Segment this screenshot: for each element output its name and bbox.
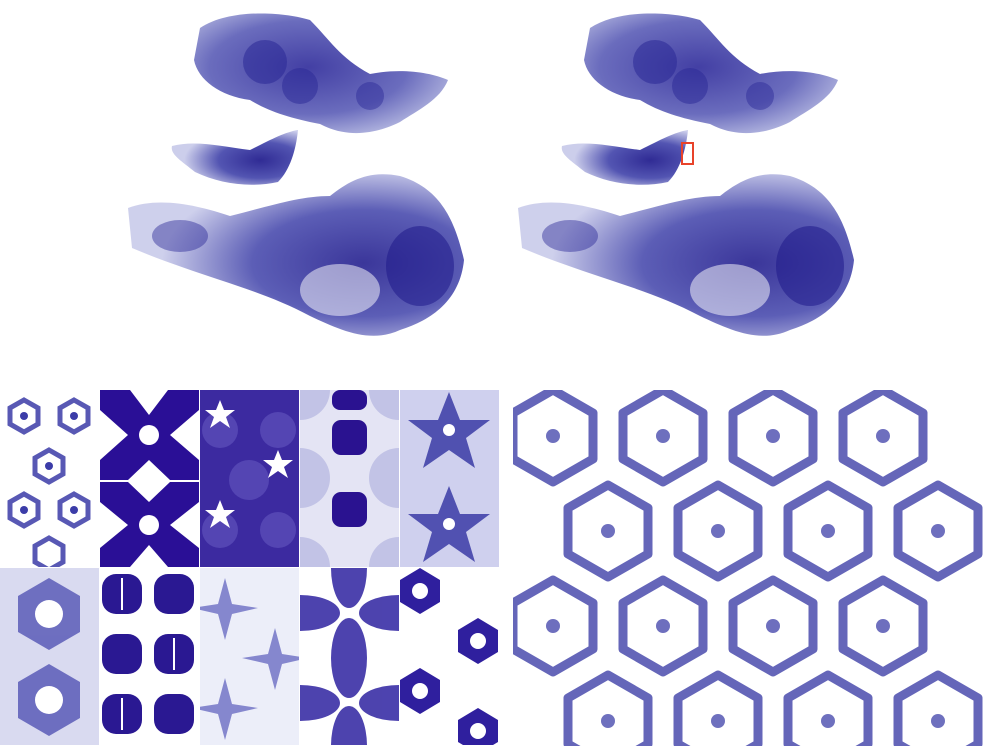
selection-marquee[interactable] bbox=[681, 142, 694, 165]
pattern-preview bbox=[513, 390, 1000, 746]
star-field-pattern bbox=[200, 390, 299, 567]
hex-ring-pattern bbox=[0, 390, 99, 567]
hex-ring-large-pattern bbox=[513, 390, 1000, 746]
watercolor-blots-image bbox=[518, 13, 854, 336]
swatch-kaleido-star[interactable] bbox=[400, 390, 499, 567]
source-blots-panel bbox=[100, 0, 490, 360]
swatch-hex-ring[interactable] bbox=[0, 390, 99, 567]
edited-blots-panel bbox=[490, 0, 880, 360]
swatch-star-field[interactable] bbox=[200, 390, 299, 567]
swatch-quatrefoil[interactable] bbox=[100, 568, 199, 745]
rounded-square-pattern bbox=[300, 390, 399, 567]
quatrefoil-pattern bbox=[100, 568, 199, 745]
swatch-rounded-square[interactable] bbox=[300, 390, 399, 567]
swatch-tie-dye-hex[interactable] bbox=[0, 568, 99, 745]
watercolor-blots-image bbox=[128, 13, 464, 336]
kaleido-star-pattern bbox=[400, 390, 499, 567]
tie-dye-hex-pattern bbox=[0, 568, 99, 745]
petal-lattice-pattern bbox=[300, 568, 399, 745]
swatch-hex-nut[interactable] bbox=[400, 568, 499, 745]
swatch-crystal-star[interactable] bbox=[200, 568, 299, 745]
crystal-star-pattern bbox=[200, 568, 299, 745]
swatch-petal-lattice[interactable] bbox=[300, 568, 399, 745]
bold-cross-pattern bbox=[100, 390, 199, 567]
hex-nut-pattern bbox=[400, 568, 499, 745]
swatch-bold-cross[interactable] bbox=[100, 390, 199, 567]
